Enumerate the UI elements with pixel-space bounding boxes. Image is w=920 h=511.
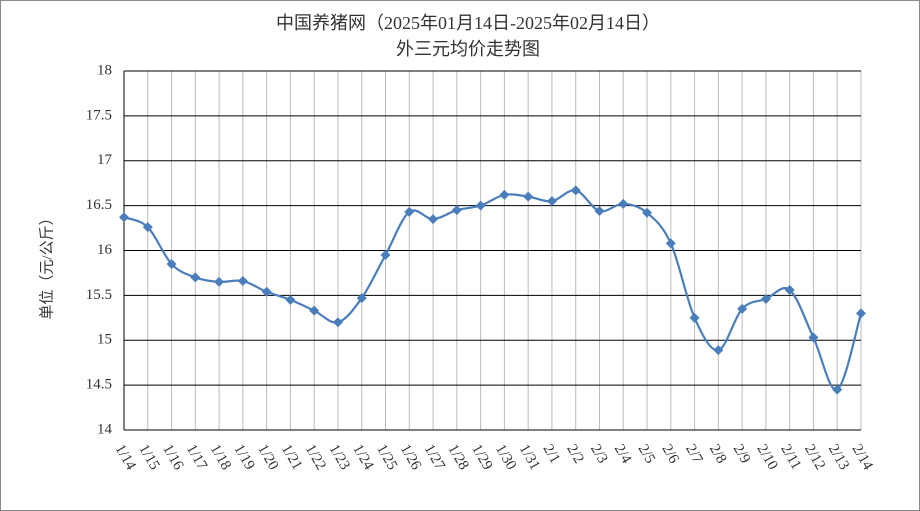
data-point bbox=[356, 293, 367, 304]
data-point bbox=[713, 345, 724, 356]
data-point bbox=[737, 303, 748, 314]
data-point bbox=[856, 308, 866, 319]
y-tick-label: 14.5 bbox=[86, 377, 112, 393]
data-point bbox=[665, 238, 676, 249]
data-point bbox=[546, 196, 557, 207]
data-point bbox=[570, 185, 581, 196]
data-point bbox=[451, 205, 462, 216]
data-point bbox=[808, 332, 819, 343]
data-point bbox=[642, 207, 653, 218]
data-point bbox=[119, 212, 129, 223]
data-point bbox=[784, 284, 795, 295]
data-point bbox=[404, 206, 415, 217]
y-tick-label: 15 bbox=[97, 332, 112, 348]
data-point bbox=[261, 286, 272, 297]
y-tick-label: 16.5 bbox=[86, 197, 112, 213]
data-point bbox=[689, 312, 700, 323]
data-point bbox=[760, 293, 771, 304]
data-point bbox=[214, 276, 225, 287]
data-point bbox=[523, 191, 534, 202]
y-tick-label: 15.5 bbox=[86, 287, 112, 303]
data-point bbox=[475, 200, 486, 211]
data-point bbox=[499, 189, 510, 200]
y-tick-label: 17.5 bbox=[86, 107, 112, 123]
y-tick-label: 18 bbox=[97, 62, 112, 78]
data-point bbox=[190, 272, 201, 283]
y-tick-label: 17 bbox=[97, 152, 113, 168]
data-point bbox=[237, 276, 248, 287]
data-point bbox=[832, 384, 843, 395]
data-point bbox=[618, 198, 629, 209]
data-point bbox=[309, 305, 320, 316]
data-point bbox=[428, 214, 439, 225]
y-tick-label: 14 bbox=[97, 421, 113, 437]
data-point bbox=[380, 249, 391, 260]
data-point bbox=[142, 222, 153, 233]
data-point bbox=[285, 294, 296, 305]
data-point bbox=[166, 258, 177, 269]
data-point bbox=[594, 206, 605, 217]
data-point bbox=[332, 317, 343, 328]
chart-title: 中国养猪网（2025年01月14日-2025年02月14日） bbox=[276, 13, 660, 33]
chart-subtitle: 外三元均价走势图 bbox=[396, 39, 540, 59]
y-tick-label: 16 bbox=[97, 242, 113, 258]
y-axis-label: 单位（元/公斤） bbox=[38, 210, 55, 319]
